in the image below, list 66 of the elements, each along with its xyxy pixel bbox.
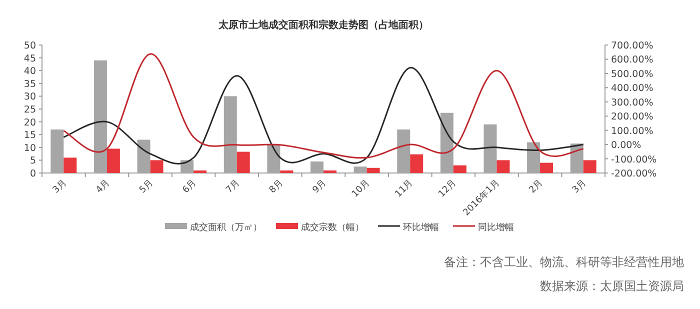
x-tick-label: 3月	[51, 178, 69, 196]
legend-label: 环比增幅	[403, 222, 439, 233]
y2-tick-label: -100.00%	[611, 154, 657, 166]
x-tick-label: 10月	[350, 178, 372, 200]
bar	[366, 168, 380, 173]
bar	[484, 124, 497, 173]
bar	[453, 165, 466, 173]
bar	[583, 160, 596, 173]
x-tick-label: 4月	[94, 178, 112, 196]
legend-label: 成交宗数（幅）	[301, 222, 364, 233]
bar	[527, 142, 540, 173]
y-tick-label: 0	[30, 168, 36, 180]
x-tick-label: 12月	[437, 178, 459, 200]
bar	[310, 161, 324, 173]
y2-tick-label: 400.00%	[611, 83, 654, 94]
y-tick-label: 15	[24, 130, 36, 142]
y-tick-label: 5	[30, 156, 36, 167]
bar	[194, 170, 207, 173]
bar	[397, 129, 410, 173]
bar	[540, 162, 554, 173]
y-tick-label: 50	[24, 40, 36, 52]
bar	[94, 60, 107, 173]
x-tick-label: 11月	[394, 178, 416, 200]
bar	[496, 160, 510, 173]
y2-tick-label: -200.00%	[611, 168, 657, 180]
x-tick-label: 6月	[181, 178, 199, 196]
bar	[236, 152, 250, 173]
line-series	[62, 53, 584, 159]
y2-tick-label: 500.00%	[611, 68, 654, 80]
x-tick-label: 7月	[224, 178, 242, 196]
x-tick-label: 9月	[311, 178, 329, 196]
x-tick-label: 8月	[268, 178, 286, 196]
source-note: 数据来源：太原国土资源局	[540, 279, 684, 293]
bar	[224, 96, 237, 173]
y-tick-label: 25	[24, 104, 36, 116]
y2-tick-label: 300.00%	[611, 97, 654, 108]
y-tick-label: 40	[24, 66, 36, 78]
legend-label: 同比增幅	[478, 222, 514, 233]
bar	[64, 158, 77, 173]
bar	[440, 112, 454, 173]
bar	[50, 129, 64, 173]
x-tick-label: 2月	[528, 178, 546, 196]
bar	[354, 166, 367, 173]
y-tick-label: 45	[24, 53, 36, 64]
y-tick-label: 35	[24, 78, 36, 90]
bar	[137, 140, 150, 173]
chart-title: 太原市土地成交面积和宗数走势图（占地面积）	[218, 19, 428, 31]
bar	[410, 154, 424, 173]
y-tick-label: 20	[24, 117, 36, 128]
bar	[106, 148, 120, 173]
text: 备注：不含工业、物流、科研等非经营性用地	[444, 255, 684, 269]
y2-tick-label: 100.00%	[611, 126, 654, 137]
bar	[324, 170, 336, 173]
x-tick-label: 5月	[138, 178, 156, 196]
y2-tick-label: 600.00%	[611, 54, 654, 66]
bar	[180, 160, 194, 173]
bar	[280, 170, 294, 173]
bar	[267, 144, 280, 173]
y2-tick-label: 0.00%	[611, 140, 642, 152]
y-tick-label: 10	[24, 142, 36, 154]
legend-label: 成交面积（万㎡）	[190, 222, 262, 233]
y2-tick-label: 700.00%	[611, 40, 654, 52]
y2-tick-label: 200.00%	[611, 112, 654, 123]
x-tick-label: 3月	[570, 178, 588, 196]
bar	[150, 160, 164, 173]
y-tick-label: 30	[24, 92, 36, 103]
